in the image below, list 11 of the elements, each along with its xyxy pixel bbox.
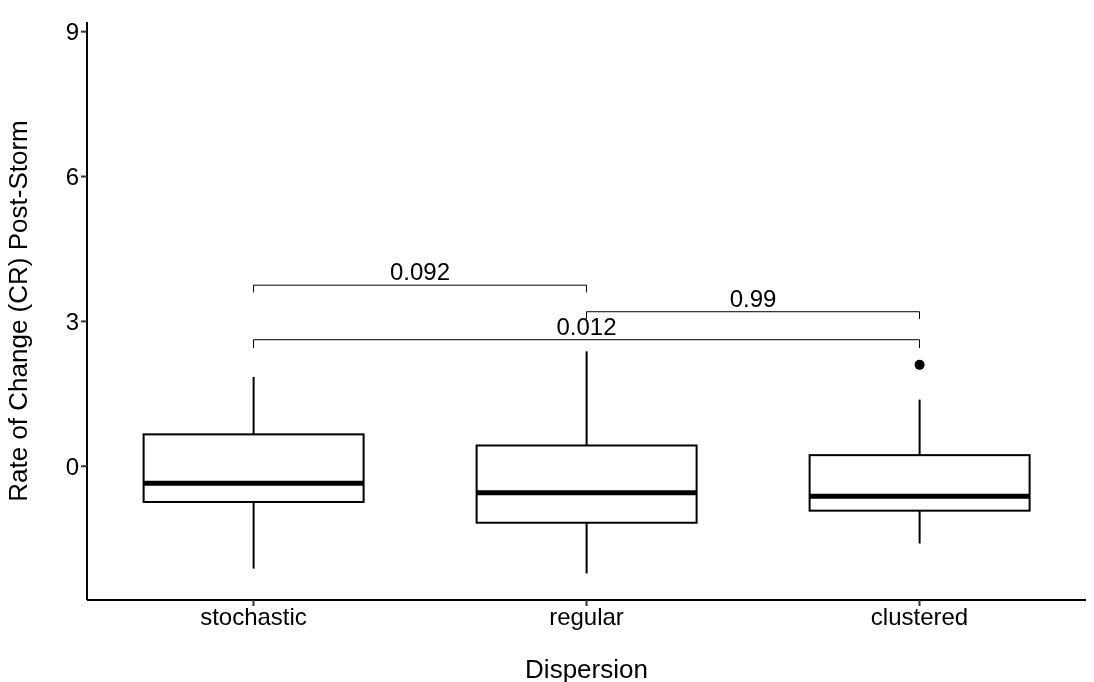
y-axis-title: Rate of Change (CR) Post-Storm (3, 120, 34, 502)
x-tick-label: regular (549, 603, 624, 631)
y-tick-label: 0 (65, 452, 79, 480)
annotation: 0.99 (729, 284, 777, 312)
y-tick-label: 3 (65, 307, 79, 335)
x-tick-label: clustered (870, 603, 969, 631)
y-tick-label: 6 (65, 163, 79, 191)
x-tick-label: stochastic (200, 603, 307, 631)
annotation: 0.012 (556, 312, 617, 340)
y-tick-label: 9 (65, 18, 79, 46)
annotation: 0.092 (389, 258, 451, 286)
